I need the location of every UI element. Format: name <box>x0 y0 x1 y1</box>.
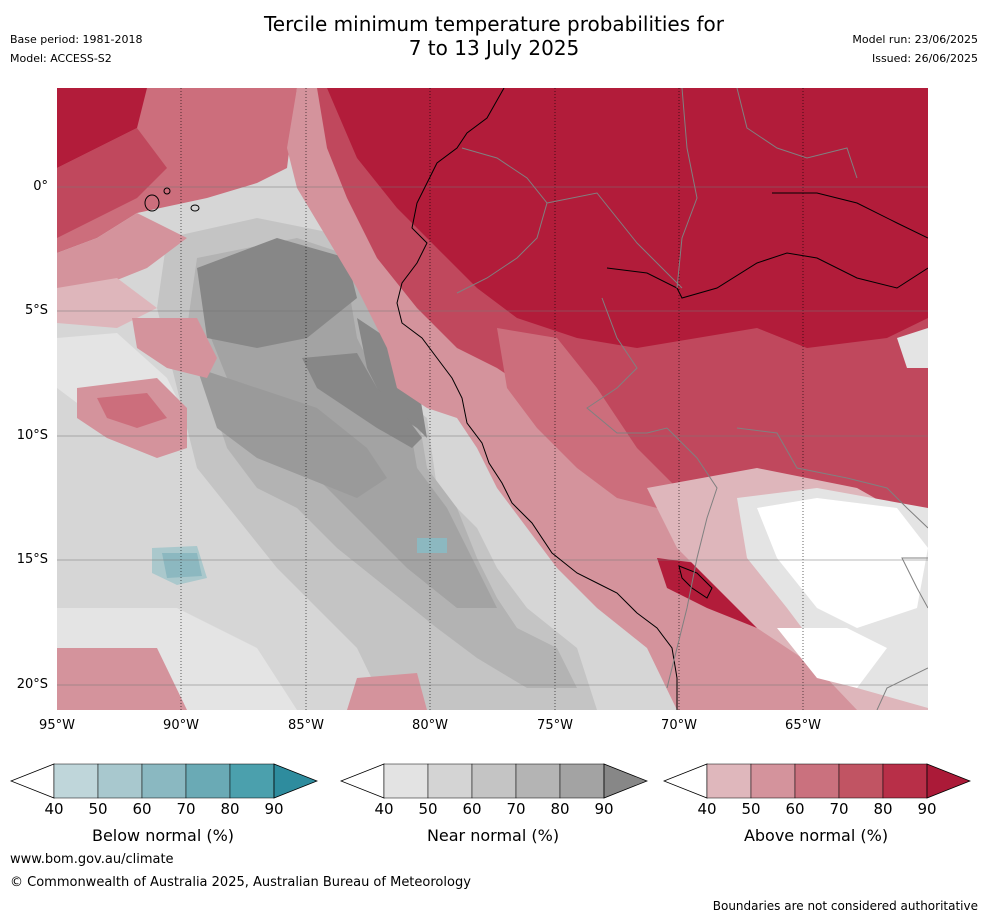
colorbar-tick-label: 60 <box>462 800 482 818</box>
colorbar-tick-label: 60 <box>132 800 152 818</box>
meta-left: Base period: 1981-2018 Model: ACCESS-S2 <box>10 30 142 68</box>
colorbar-tick-label: 70 <box>176 800 196 818</box>
colorbar-1 <box>340 763 648 799</box>
country-borders <box>456 88 928 710</box>
colorbar-segment <box>882 763 928 799</box>
colorbar-0 <box>10 763 318 799</box>
above-60-sw-patch <box>57 648 187 710</box>
colorbar-segment <box>471 763 517 799</box>
colorbar-tick-label: 50 <box>88 800 108 818</box>
colorbar-high-extension <box>926 763 971 799</box>
galapagos-islands <box>144 187 200 212</box>
colorbar-tick-label: 40 <box>697 800 717 818</box>
colorbar-segment <box>794 763 840 799</box>
lat-label-10s: 10°S <box>16 428 48 443</box>
above-50-nw-edge <box>57 278 157 328</box>
colorbar-title: Near normal (%) <box>426 826 560 845</box>
colorbar-tick-label: 80 <box>873 800 893 818</box>
colorbar-tick-label: 80 <box>220 800 240 818</box>
no-signal-southeast-b <box>777 628 887 688</box>
colorbar-tick-label: 80 <box>550 800 570 818</box>
colorbar-tick-label: 90 <box>264 800 284 818</box>
near-85-belt <box>197 368 387 498</box>
lon-label-95w: 95°W <box>39 718 75 733</box>
map-title: Tercile minimum temperature probabilitie… <box>0 12 988 60</box>
colorbar-low-extension <box>663 763 708 799</box>
above-60-west-patch-b <box>132 318 217 378</box>
colorbar-tick-label: 50 <box>418 800 438 818</box>
base-period: Base period: 1981-2018 <box>10 33 143 46</box>
lat-label-0: 0° <box>33 179 48 194</box>
no-signal-southeast <box>757 498 928 628</box>
lake-titicaca <box>678 565 713 599</box>
title-line-2: 7 to 13 July 2025 <box>408 36 580 60</box>
colorbar-2 <box>663 763 971 799</box>
lon-label-70w: 70°W <box>661 718 697 733</box>
near-40-east-edge <box>897 328 928 368</box>
colorbar-tick-label: 70 <box>829 800 849 818</box>
latitude-lines <box>57 186 928 686</box>
colorbar-title: Below normal (%) <box>91 826 235 845</box>
colorbar-segment <box>97 763 143 799</box>
above-90-nw <box>57 88 147 168</box>
colorbar-tick-label: 70 <box>506 800 526 818</box>
lon-label-90w: 90°W <box>163 718 199 733</box>
lon-label-85w: 85°W <box>288 718 324 733</box>
coastline <box>396 88 678 710</box>
river-north <box>772 192 928 239</box>
above-60-south-patch <box>347 673 427 710</box>
colorbar-high-extension <box>273 763 318 799</box>
colorbar-high-extension <box>603 763 648 799</box>
above-70-central-strip <box>497 328 677 508</box>
colorbar-low-extension <box>340 763 385 799</box>
model-run: Model run: 23/06/2025 <box>852 33 978 46</box>
colorbar-segment <box>838 763 884 799</box>
colorbar-tick-label: 90 <box>917 800 937 818</box>
colorbar-segment <box>559 763 605 799</box>
website-link[interactable]: www.bom.gov.au/climate <box>10 852 174 867</box>
copyright-text: © Commonwealth of Australia 2025, Austra… <box>10 875 471 890</box>
lat-label-5s: 5°S <box>24 303 48 318</box>
colorbar-segment <box>141 763 187 799</box>
near-90-west <box>197 238 357 348</box>
issued-date: Issued: 26/06/2025 <box>871 52 978 65</box>
colorbar-segment <box>383 763 429 799</box>
colorbar-segment <box>706 763 752 799</box>
above-80-nw <box>57 128 167 238</box>
colorbar-low-extension <box>10 763 55 799</box>
colorbar-segment <box>750 763 796 799</box>
meta-right: Model run: 23/06/2025 Issued: 26/06/2025 <box>852 30 978 68</box>
above-70-west-patch <box>97 393 167 428</box>
colorbar-tick-label: 90 <box>594 800 614 818</box>
colorbar-segment <box>185 763 231 799</box>
colorbar-tick-label: 60 <box>785 800 805 818</box>
model-name: Model: ACCESS-S2 <box>10 52 112 65</box>
colorbar-title: Above normal (%) <box>743 826 889 845</box>
below-normal-patch-b <box>162 553 202 578</box>
colorbar-segment <box>515 763 561 799</box>
lat-label-20s: 20°S <box>16 677 48 692</box>
title-line-1: Tercile minimum temperature probabilitie… <box>263 12 725 36</box>
colorbar-tick-label: 40 <box>44 800 64 818</box>
lon-label-65w: 65°W <box>785 718 821 733</box>
colorbar-segment <box>427 763 473 799</box>
below-normal-patch-c <box>417 538 447 553</box>
lon-label-75w: 75°W <box>537 718 573 733</box>
colorbar-tick-label: 50 <box>741 800 761 818</box>
colorbar-segment <box>53 763 99 799</box>
lon-label-80w: 80°W <box>412 718 448 733</box>
near-90-central-b <box>302 353 422 448</box>
colorbar-segment <box>229 763 275 799</box>
lat-label-15s: 15°S <box>16 552 48 567</box>
river <box>606 252 928 299</box>
probability-map <box>57 88 928 710</box>
colorbar-tick-label: 40 <box>374 800 394 818</box>
disclaimer-text: Boundaries are not considered authoritat… <box>712 899 978 913</box>
